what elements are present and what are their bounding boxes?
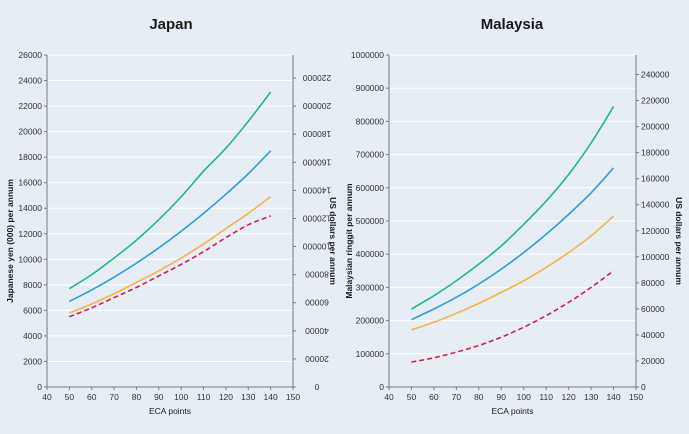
y-tick-label: 6000: [23, 305, 42, 315]
y2-tick-label: 0: [641, 382, 646, 392]
x-tick-label: 130: [241, 392, 255, 402]
y-axis-title: Malaysian ringgit per annum: [344, 183, 354, 299]
y-tick-label: 500000: [356, 216, 385, 226]
y2-tick-label: 40000: [305, 326, 329, 336]
x-tick-label: 50: [65, 392, 75, 402]
y-tick-label: 0: [379, 382, 384, 392]
x-tick-label: 140: [264, 392, 278, 402]
y-tick-label: 10000: [18, 254, 42, 264]
y2-tick-label: 220000: [303, 73, 332, 83]
x-tick-label: 60: [87, 392, 97, 402]
y-tick-label: 22000: [18, 101, 42, 111]
y2-tick-label: 140000: [303, 185, 332, 195]
series-line-1: [68, 91, 272, 290]
x-tick-label: 60: [429, 392, 439, 402]
x-tick-label: 120: [219, 392, 233, 402]
x-tick-label: 140: [606, 392, 620, 402]
y-tick-label: 24000: [18, 76, 42, 86]
x-tick-label: 100: [174, 392, 188, 402]
y-tick-label: 200000: [356, 316, 385, 326]
y-tick-label: 800000: [356, 116, 385, 126]
x-tick-label: 120: [562, 392, 576, 402]
y-tick-label: 26000: [18, 50, 42, 60]
y2-tick-label: 80000: [305, 270, 329, 280]
y-tick-label: 600000: [356, 183, 385, 193]
x-tick-label: 130: [584, 392, 598, 402]
y2-tick-label: 120000: [641, 226, 670, 236]
series-line-2: [411, 167, 615, 321]
y-tick-label: 400000: [356, 249, 385, 259]
y2-tick-label: 100000: [641, 252, 670, 262]
x-axis-title: ECA points: [149, 406, 191, 416]
y2-tick-label: 180000: [641, 148, 670, 158]
x-tick-label: 40: [384, 392, 394, 402]
x-tick-label: 40: [42, 392, 52, 402]
series-line-4: [69, 215, 271, 318]
y2-tick-label: 200000: [641, 122, 670, 132]
y2-tick-label: 200000: [303, 101, 332, 111]
x-tick-label: 80: [474, 392, 484, 402]
y2-tick-label: 220000: [641, 96, 670, 106]
x-tick-label: 110: [197, 392, 211, 402]
chart-panel-japan: 0 2000 4000 6000 8000 10000 12000 14000 16000 180…: [5, 16, 338, 416]
y2-tick-label: 40000: [641, 330, 665, 340]
y2-tick-label: 0: [314, 382, 319, 392]
y2-tick-label: 60000: [305, 298, 329, 308]
y-tick-label: 16000: [18, 178, 42, 188]
x-tick-label: 50: [407, 392, 417, 402]
series-line-2: [68, 150, 272, 303]
y2-tick-label: 120000: [303, 213, 332, 223]
series-line-3: [69, 196, 272, 314]
x-tick-label: 80: [132, 392, 142, 402]
y-tick-label: 12000: [18, 229, 42, 239]
x-tick-label: 90: [497, 392, 507, 402]
y2-tick-label: 80000: [641, 278, 665, 288]
x-axis-title: ECA points: [491, 406, 533, 416]
y2-tick-label: 140000: [641, 200, 670, 210]
chart-panel-malaysia: 0100000200000300000400000500000600000700…: [344, 16, 684, 416]
x-tick-label: 150: [629, 392, 643, 402]
x-tick-label: 90: [154, 392, 164, 402]
y-tick-label: 4000: [23, 331, 42, 341]
y-tick-label: 1000000: [351, 50, 384, 60]
x-tick-label: 150: [286, 392, 300, 402]
series-line-3: [411, 215, 615, 331]
y-tick-label: 20000: [18, 127, 42, 137]
y-tick-label: 900000: [356, 83, 385, 93]
y-tick-label: 0: [37, 382, 42, 392]
y-tick-label: 100000: [356, 349, 385, 359]
y2-tick-label: 60000: [641, 304, 665, 314]
y2-tick-label: 20000: [641, 356, 665, 366]
y2-axis-title: US dollars per annum: [328, 197, 338, 285]
x-tick-label: 100: [517, 392, 531, 402]
x-tick-label: 70: [452, 392, 462, 402]
y2-tick-label: 240000: [641, 70, 670, 80]
series-line-4: [411, 270, 615, 363]
y2-tick-label: 160000: [641, 174, 670, 184]
y2-tick-label: 100000: [303, 242, 332, 252]
y2-tick-label: 160000: [303, 157, 332, 167]
x-tick-label: 110: [539, 392, 553, 402]
chart-title: Japan: [149, 16, 192, 33]
y-tick-label: 2000: [23, 356, 42, 366]
y-tick-label: 18000: [18, 152, 42, 162]
y-tick-label: 300000: [356, 282, 385, 292]
series-line-1: [411, 106, 615, 310]
y2-tick-label: 20000: [305, 354, 329, 364]
y2-tick-label: 180000: [303, 129, 332, 139]
y-tick-label: 700000: [356, 150, 385, 160]
x-tick-label: 70: [109, 392, 119, 402]
y2-axis-title: US dollars per annum: [674, 197, 684, 285]
y-axis-title: Japanese yen (000) per annum: [5, 179, 15, 303]
y-tick-label: 8000: [23, 280, 42, 290]
y-tick-label: 14000: [18, 203, 42, 213]
chart-title: Malaysia: [481, 16, 544, 33]
